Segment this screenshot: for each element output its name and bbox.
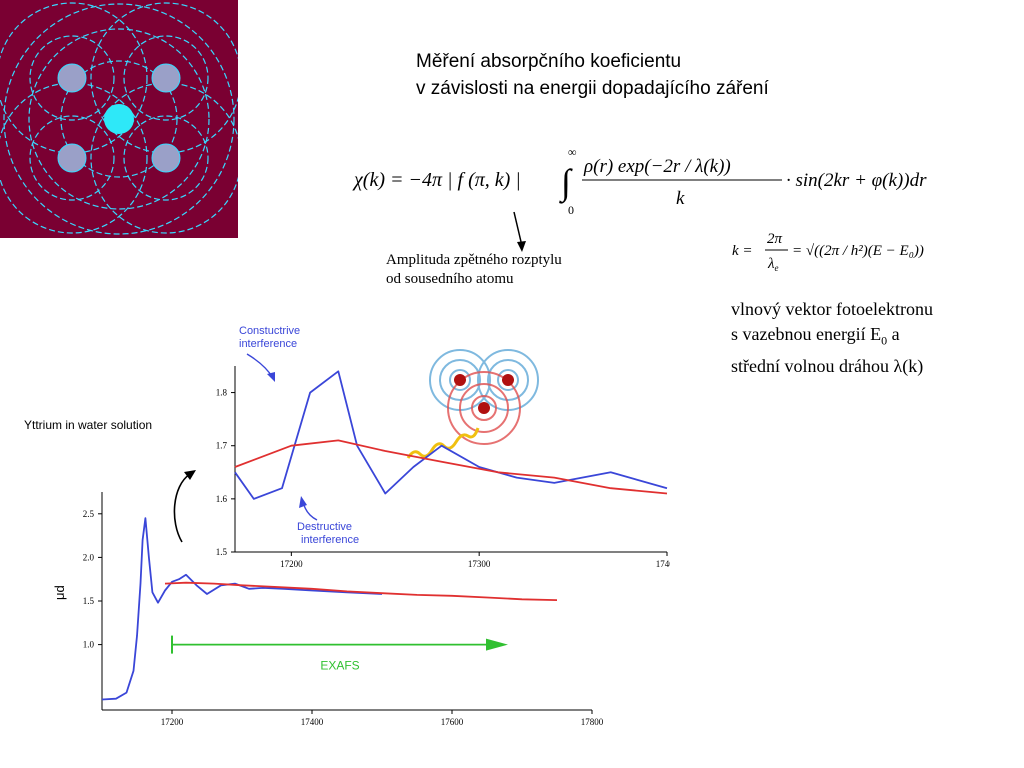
y-tick-label: 1.5 [216,547,228,557]
exafs-formula: χ(k) = −4π | f (π, k) | ∫ ∞ 0 ρ(r) exp(−… [352,148,927,217]
title-line-2: v závislosti na energii dopadajícího zář… [416,78,769,99]
main-exafs-chart: 1.0 1.5 2.0 2.5 17200 17400 17600 17800 μd EXAF… [52,492,604,727]
k-den: λe [767,256,779,273]
destructive-label: Destructive interference [297,521,359,546]
wave-line-1: vlnový vektor fotoelektronu [731,299,933,319]
y-tick-label: 1.0 [83,640,95,650]
amplitude-caption: Amplituda zpětného rozptylu od sousedníh… [386,251,562,289]
wavevector-formula: k = 2π λe = √((2π / h²)(E − E₀)) [732,231,924,273]
x-tick-label: 17400 [656,559,670,569]
y-tick-label: 2.5 [83,509,95,519]
integral-lower: 0 [568,203,574,217]
k-lhs: k = [732,243,753,259]
atom [478,402,490,414]
x-tick-label: 17800 [581,717,604,727]
x-tick-label: 17200 [280,559,303,569]
series-line-red [234,439,668,495]
central-atom [104,104,134,134]
amplitude-line-2: od sousedního atomu [386,271,514,287]
formula-tail: · sin(2kr + φ(k))dr [786,170,927,191]
zoom-arrow [173,470,196,543]
exafs-arrowhead [486,638,508,651]
constructive-label: Constuctrive interference [239,325,300,350]
y-axis-label: μd [52,585,67,600]
exafs-label: EXAFS [320,659,359,673]
series-line-blue [101,517,383,701]
formula-chi: χ(k) = −4π | f (π, k) | [352,169,521,191]
title-line-1: Měření absorpčního koeficientu [416,51,682,72]
x-tick-label: 17600 [441,717,464,727]
series-line-red [164,581,558,601]
neighbor-atom [151,63,181,93]
wavevector-caption: vlnový vektor fotoelektronu s vazebnou e… [731,297,933,379]
chart-title: Yttrium in water solution [24,418,153,432]
fraction-denominator: k [676,188,685,209]
scattering-pattern [0,0,238,238]
y-tick-label: 1.5 [83,596,95,606]
wave-line-2: s vazebnou energií E0 a [731,324,900,348]
k-rhs: = √((2π / h²)(E − E₀)) [792,243,924,259]
wave-line-3: střední volnou dráhou λ(k) [731,355,924,376]
neighbor-atom [57,63,87,93]
y-tick-label: 1.6 [216,494,228,504]
integral-upper: ∞ [568,148,577,159]
integral-sign: ∫ [559,162,573,204]
constructive-arrowhead [267,372,275,382]
xray-wave [406,427,480,459]
x-tick-label: 17200 [161,717,184,727]
amplitude-line-1: Amplituda zpětného rozptylu [386,252,562,268]
x-tick-label: 17400 [301,717,324,727]
y-tick-label: 1.8 [216,388,228,398]
inset-chart: 1.5 1.6 1.7 1.8 17200 17300 17400 Constuctrive… [216,325,670,569]
atoms-illustration [406,349,539,459]
x-tick-label: 17300 [468,559,491,569]
y-tick-label: 1.7 [216,441,228,451]
amplitude-arrow [513,211,526,252]
fraction-numerator: ρ(r) exp(−2r / λ(k)) [583,156,731,177]
k-num: 2π [767,231,783,247]
slide-title: Měření absorpčního koeficientu v závislo… [416,48,769,102]
neighbor-atom [151,143,181,173]
atom [454,374,466,386]
destructive-arrowhead [299,496,307,508]
y-tick-label: 2.0 [83,552,95,562]
neighbor-atom [57,143,87,173]
atom [502,374,514,386]
series-line-blue [234,370,668,500]
